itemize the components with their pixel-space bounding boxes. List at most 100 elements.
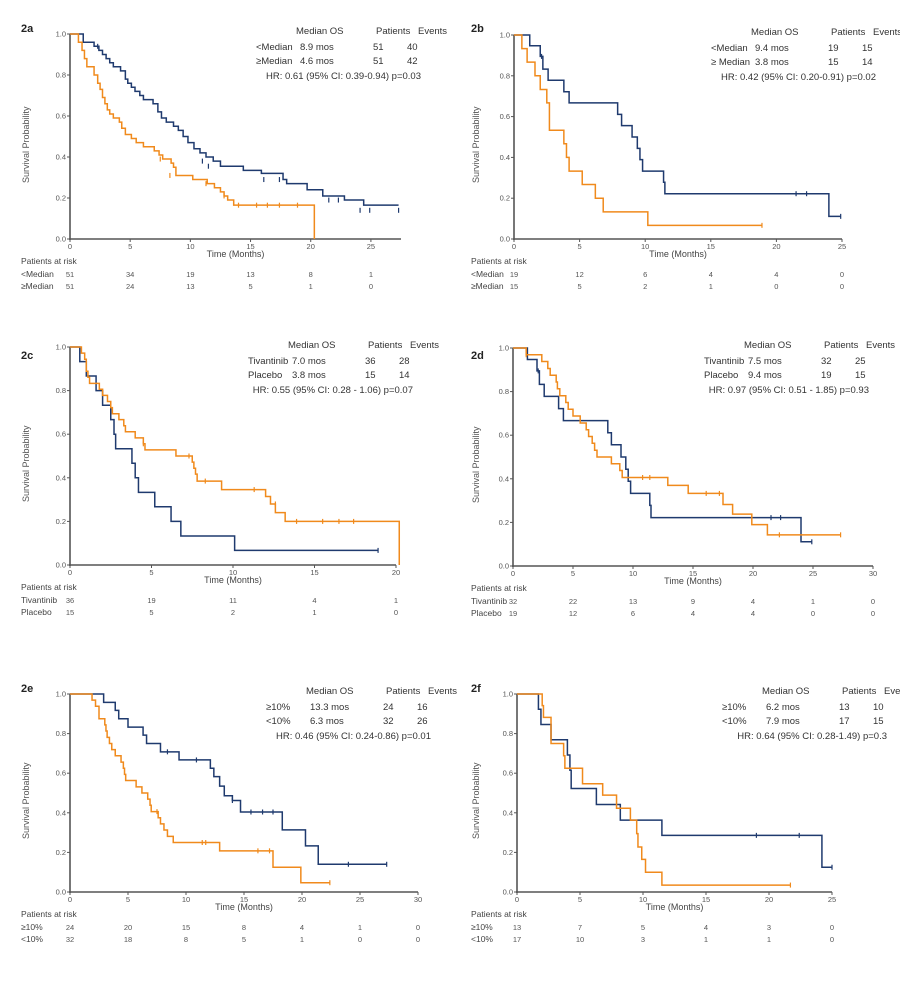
risk-row-name: ≥10% (471, 922, 493, 932)
legend-patients: 32 (383, 716, 394, 727)
risk-value: 1 (308, 282, 313, 291)
km-curve-median (70, 33, 399, 206)
risk-row-name: <Median (471, 269, 504, 279)
legend-events: 40 (407, 42, 418, 53)
legend-header: Patients (824, 340, 859, 351)
y-tick-label: 0.0 (499, 562, 509, 571)
panel-label: 2a (21, 23, 34, 35)
risk-value: 13 (246, 270, 255, 279)
risk-value: 0 (415, 935, 421, 944)
legend-group-name: <Median (256, 42, 293, 53)
risk-row-name: Tivantinib (471, 596, 508, 606)
legend-patients: 15 (828, 57, 839, 68)
legend-header: Events (428, 686, 458, 697)
risk-value: 1 (766, 935, 772, 944)
legend-group-name: <Median (711, 43, 748, 54)
y-tick-label: 0.2 (500, 194, 510, 203)
x-tick-label: 0 (511, 569, 515, 578)
legend-events: 15 (862, 43, 873, 54)
legend-group-name: Tivantinib (704, 356, 745, 367)
y-tick-label: 0.2 (56, 517, 66, 526)
x-tick-label: 5 (578, 895, 582, 904)
y-tick-label: 0.8 (503, 729, 513, 738)
x-axis-label: Time (Months) (215, 902, 273, 912)
legend-patients: 32 (821, 356, 832, 367)
x-axis-label: Time (Months) (204, 575, 262, 585)
x-tick-label: 10 (229, 568, 237, 577)
km-curve-median (514, 34, 762, 227)
hazard-ratio: HR: 0.46 (95% CI: 0.24-0.86) p=0.01 (276, 731, 431, 742)
legend-patients: 19 (828, 43, 839, 54)
x-tick-label: 25 (356, 895, 364, 904)
legend-header: Patients (368, 340, 403, 351)
risk-value: 1 (393, 596, 399, 605)
legend-patients: 36 (365, 356, 376, 367)
km-panel-2b: 2b 0.0 0.2 0.4 0.6 0.8 1.0 0 5 10 15 20 25 Survival P… (450, 0, 900, 330)
legend-header: Events (873, 27, 900, 38)
legend-header: Patients (831, 27, 866, 38)
legend-group-name: Tivantinib (248, 356, 289, 367)
x-tick-label: 15 (246, 242, 254, 251)
legend-median-os: 6.3 mos (310, 716, 344, 727)
y-axis-label: Survival Probability (21, 425, 31, 502)
y-tick-label: 0.4 (56, 473, 66, 482)
risk-value: 2 (230, 608, 236, 617)
km-panel-2d: 2d 0.0 0.2 0.4 0.6 0.8 1.0 0 5 10 15 20 25 30 Survival… (450, 327, 900, 657)
x-tick-label: 0 (512, 242, 516, 251)
risk-value: 0 (870, 609, 876, 618)
risk-value: 3 (766, 923, 772, 932)
risk-value: 0 (774, 282, 779, 291)
hazard-ratio: HR: 0.42 (95% CI: 0.20-0.91) p=0.02 (721, 72, 876, 83)
plot-area: 0.0 0.2 0.4 0.6 0.8 1.0 0 5 10 15 20 25 (503, 690, 837, 905)
panel-label: 2e (21, 683, 34, 695)
km-curve-placebo (513, 347, 812, 543)
risk-row-name: Placebo (471, 608, 502, 618)
panel-label: 2b (471, 23, 484, 35)
legend-header: Events (884, 686, 900, 697)
y-tick-label: 0.2 (56, 848, 66, 857)
legend-header: Median OS (762, 686, 810, 697)
x-tick-label: 25 (367, 242, 375, 251)
y-tick-label: 0.6 (499, 431, 509, 440)
plot-area: 0.0 0.2 0.4 0.6 0.8 1.0 0 5 10 15 20 25 (500, 31, 847, 252)
x-tick-label: 5 (149, 568, 153, 577)
risk-value: 4 (703, 923, 709, 932)
km-curve-median (70, 33, 316, 239)
x-tick-label: 25 (809, 569, 817, 578)
risk-value: 1 (368, 270, 373, 279)
y-axis-label: Survival Probability (471, 426, 481, 503)
y-tick-label: 0.0 (500, 235, 510, 244)
x-tick-label: 25 (838, 242, 846, 251)
risk-row-name: ≥Median (21, 281, 54, 291)
x-tick-label: 10 (641, 242, 649, 251)
risk-value: 2 (643, 282, 648, 291)
risk-value: 13 (512, 923, 522, 932)
hazard-ratio: HR: 0.55 (95% CI: 0.28 - 1.06) p=0.07 (252, 385, 413, 396)
risk-value: 18 (123, 935, 133, 944)
x-tick-label: 20 (307, 242, 315, 251)
risk-value: 19 (186, 270, 195, 279)
legend-events: 14 (862, 57, 873, 68)
legend-header: Patients (386, 686, 421, 697)
legend-patients: 51 (373, 56, 384, 67)
risk-value: 8 (183, 935, 189, 944)
legend-header: Median OS (296, 26, 344, 37)
legend-events: 28 (399, 356, 410, 367)
risk-value: 7 (577, 923, 583, 932)
legend-patients: 51 (373, 42, 384, 53)
y-tick-label: 0.6 (500, 112, 510, 121)
patients-at-risk-title: Patients at risk (471, 909, 527, 919)
y-axis-label: Survival Probability (471, 106, 481, 183)
km-curve-10 (517, 693, 832, 868)
risk-value: 51 (65, 282, 75, 291)
risk-row-name: <Median (21, 269, 54, 279)
y-tick-label: 0.0 (56, 235, 66, 244)
x-tick-label: 5 (128, 242, 132, 251)
legend-median-os: 9.4 mos (748, 370, 782, 381)
plot-area: 0.0 0.2 0.4 0.6 0.8 1.0 0 5 10 15 20 25 30 (56, 690, 423, 905)
risk-value: 15 (509, 282, 519, 291)
y-axis-label: Survival Probability (21, 762, 31, 839)
risk-value: 15 (181, 923, 191, 932)
risk-value: 17 (512, 935, 522, 944)
legend-header: Patients (842, 686, 877, 697)
